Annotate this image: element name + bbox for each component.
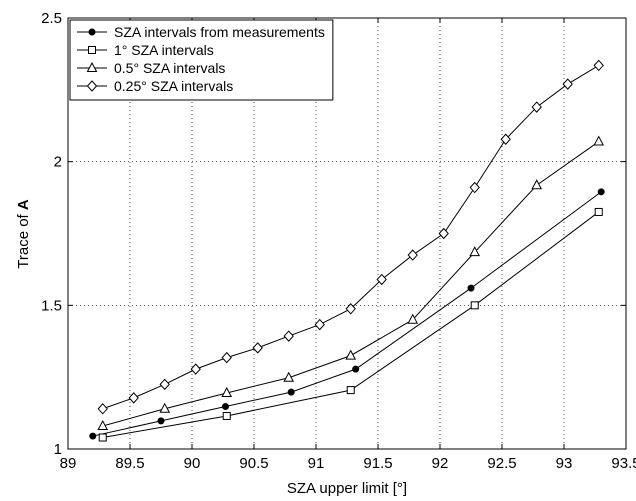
data-point — [376, 273, 387, 286]
data-point — [593, 59, 604, 72]
x-tick-label: 93.5 — [611, 455, 636, 472]
data-point — [407, 249, 418, 261]
data-point — [222, 411, 231, 420]
data-point — [221, 386, 233, 397]
data-point — [531, 101, 542, 113]
legend-item: SZA intervals from measurements — [77, 24, 325, 40]
y-axis-label: Trace of A — [15, 199, 32, 269]
grid — [68, 18, 626, 449]
data-point — [157, 417, 165, 425]
data-point — [283, 371, 295, 382]
legend-label: 0.25° SZA intervals — [114, 78, 233, 94]
data-point — [97, 419, 109, 431]
series-1 — [89, 188, 605, 440]
x-tick-label: 90.5 — [239, 455, 268, 472]
legend-marker — [88, 28, 96, 36]
data-point — [159, 402, 171, 413]
data-point — [128, 392, 139, 404]
x-axis-label: SZA upper limit [°] — [287, 480, 407, 496]
legend-marker — [86, 61, 98, 72]
y-tick-label: 1 — [54, 441, 62, 458]
data-point — [469, 181, 480, 194]
plot-frame — [67, 17, 627, 450]
data-point — [190, 363, 201, 375]
x-tick-label: 90 — [184, 455, 201, 472]
data-point — [593, 135, 605, 146]
data-point — [221, 351, 232, 364]
legend: SZA intervals from measurements 1° SZA in… — [69, 19, 334, 101]
data-point — [98, 433, 107, 442]
data-point — [252, 342, 263, 354]
series-layer — [89, 59, 605, 442]
x-tick-label: 92.5 — [487, 455, 516, 472]
data-point — [346, 386, 355, 395]
x-tick-label: 93 — [556, 455, 573, 472]
data-point — [287, 388, 295, 396]
legend-label: 0.5° SZA intervals — [114, 60, 225, 76]
data-point — [97, 403, 108, 415]
legend-label: 1° SZA intervals — [114, 42, 214, 58]
data-point — [345, 349, 357, 360]
data-point — [345, 303, 356, 315]
x-tick-label: 92 — [432, 455, 449, 472]
legend-box — [69, 19, 334, 101]
data-point — [314, 318, 325, 331]
data-point — [531, 179, 543, 190]
x-tick-label: 91.5 — [363, 455, 392, 472]
y-axis-label-prefix: Trace of — [15, 210, 32, 269]
data-point — [562, 78, 573, 90]
data-point — [283, 330, 294, 342]
data-point — [597, 188, 605, 196]
data-point — [467, 284, 475, 292]
data-point — [221, 402, 229, 410]
legend-marker — [88, 46, 96, 54]
ticks: 89 89.5 90 90.5 91 91.5 92 92.5 93 93.5 1 1.5 2 2.5 — [41, 10, 636, 472]
y-axis-label-bold: A — [15, 199, 32, 210]
series-4 — [97, 59, 604, 415]
x-tick-label: 91 — [308, 455, 325, 472]
legend-item: 0.5° SZA intervals — [77, 60, 225, 76]
data-point — [469, 246, 481, 257]
data-point — [470, 301, 479, 310]
legend-item: 0.25° SZA intervals — [77, 78, 233, 94]
data-point — [438, 227, 449, 240]
data-point — [352, 365, 360, 373]
data-point — [89, 432, 97, 440]
legend-label: SZA intervals from measurements — [114, 24, 325, 40]
series-3 — [97, 135, 605, 431]
y-tick-label: 1.5 — [41, 297, 62, 314]
legend-item: 1° SZA intervals — [77, 42, 214, 58]
legend-marker — [86, 80, 98, 92]
y-tick-label: 2 — [54, 154, 62, 171]
series-2 — [98, 207, 603, 442]
x-tick-label: 89 — [60, 455, 77, 472]
y-tick-label: 2.5 — [41, 10, 62, 27]
data-point — [594, 207, 603, 216]
x-tick-label: 89.5 — [115, 455, 144, 472]
data-point — [159, 378, 170, 391]
data-point — [500, 133, 511, 146]
data-point — [407, 313, 419, 324]
